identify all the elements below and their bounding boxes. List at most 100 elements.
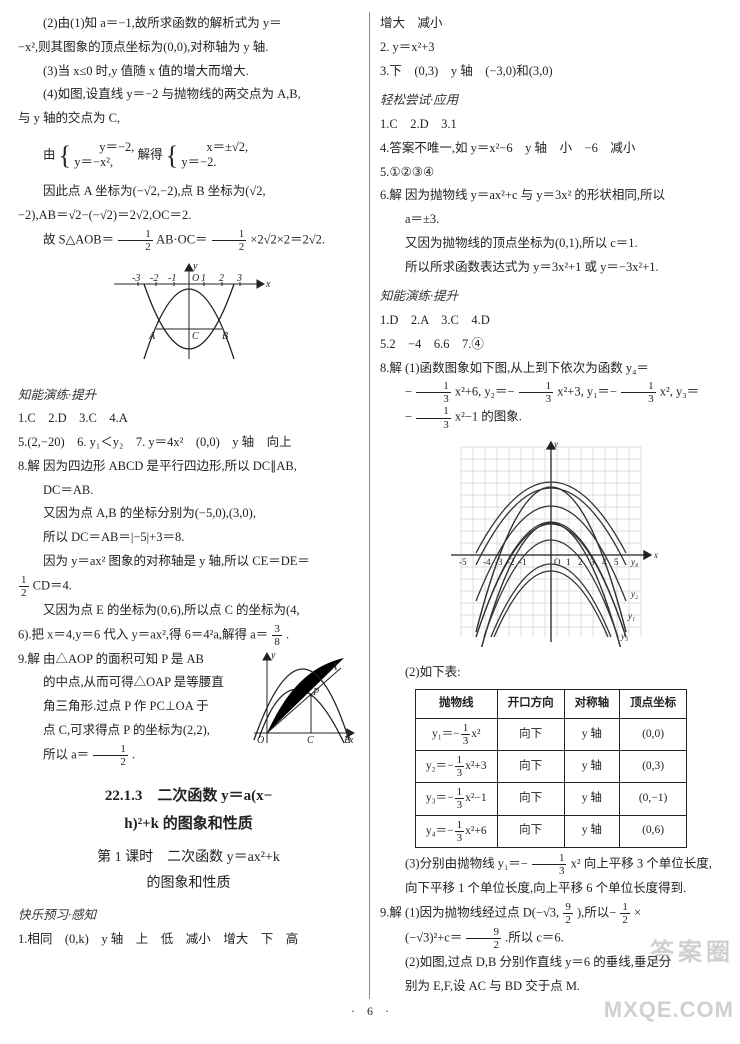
frac: 12: [620, 901, 630, 926]
svg-text:A: A: [330, 662, 338, 673]
svg-text:3: 3: [590, 557, 595, 567]
svg-text:5: 5: [614, 557, 619, 567]
txt: 6).把 x＝4,y＝6 代入 y＝ax²,得 6＝4²a,解得 a＝: [18, 627, 268, 641]
para-8d: 所以 DC＝AB＝|−5|+3＝8.: [18, 526, 359, 550]
answers-5-7: 5.(2,−20) 6. y₁＜y₂ 7. y＝4x² (0,0) y 轴 向上: [18, 431, 359, 455]
r7b: a＝±3.: [380, 208, 722, 232]
frac: 13: [519, 380, 554, 405]
td: (0,−1): [620, 783, 687, 815]
td: y 轴: [564, 783, 620, 815]
svg-text:C: C: [307, 735, 314, 746]
r4: 1.C 2.D 3.1: [380, 113, 722, 137]
section-heading: 知能演练·提升: [18, 384, 359, 408]
frac: 38: [272, 623, 282, 648]
problem-9: xy O AB PC 9.解 由△AOP 的面积可知 P 是 AB 的中点,从而…: [18, 648, 359, 768]
frac: 13: [416, 380, 451, 405]
td: 向下: [497, 783, 564, 815]
section-heading: 轻松尝试·应用: [380, 89, 722, 113]
td: y 轴: [564, 751, 620, 783]
txt: 所以 a＝: [43, 747, 89, 761]
svg-text:-1: -1: [168, 273, 176, 284]
r9: 5.2 −4 6.6 7.④: [380, 333, 722, 357]
para-4a: (4)如图,设直线 y＝−2 与抛物线的两交点为 A,B,: [18, 83, 359, 107]
svg-text:y: y: [553, 439, 558, 449]
para-4b: 与 y 轴的交点为 C,: [18, 107, 359, 131]
td: y 轴: [564, 718, 620, 750]
svg-text:3: 3: [236, 273, 242, 284]
td-expr: y₂＝−13x²+3: [415, 751, 497, 783]
r11b: 向下平移 1 个单位长度,向上平移 6 个单位长度得到.: [380, 877, 722, 901]
para-4d: 因此点 A 坐标为(−√2,−2),点 B 坐标为(√2,: [18, 180, 359, 204]
right-column: 增大 减小 2. y＝x²+3 3.下 (0,3) y 轴 (−3,0)和(3,…: [370, 12, 722, 999]
th: 顶点坐标: [620, 690, 687, 719]
para-8f: 12 CD＝4.: [18, 574, 359, 599]
r12d: 别为 E,F,设 AC 与 BD 交于点 M.: [380, 975, 722, 999]
txt: .: [286, 627, 289, 641]
r7a: 6.解 因为抛物线 y＝ax²+c 与 y＝3x² 的形状相同,所以: [380, 184, 722, 208]
eq: y＝−2.: [181, 155, 216, 169]
page-container: (2)由(1)知 a＝−1,故所求函数的解析式为 y＝ −x²,则其图象的顶点坐…: [0, 0, 740, 1029]
txt: 故 S△AOB＝: [43, 232, 114, 246]
eq: y＝−x²,: [74, 155, 113, 169]
watermark-text: 答案圈: [650, 932, 734, 967]
txt: 由: [43, 147, 56, 161]
para-8g: 又因为点 E 的坐标为(0,6),所以点 C 的坐标为(4,: [18, 599, 359, 623]
tail-text: 增大 减小: [380, 12, 722, 36]
svg-text:y₂: y₂: [630, 589, 638, 599]
graph1-svg: xy O -3-2-1 123 ABC: [104, 259, 274, 369]
table-row: y₃＝−13x²−1 向下 y 轴 (0,−1): [415, 783, 686, 815]
frac: 13: [532, 852, 567, 877]
td: 向下: [497, 815, 564, 847]
svg-text:A: A: [148, 331, 156, 342]
para-4e: −2),AB＝√2−(−√2)＝2√2,OC＝2.: [18, 204, 359, 228]
frac: 13: [621, 380, 656, 405]
preview-1: 1.相同 (0,k) y 轴 上 低 减小 增大 下 高: [18, 928, 359, 952]
answers-1-4: 1.C 2.D 3.C 4.A: [18, 407, 359, 431]
svg-text:-2: -2: [507, 557, 515, 567]
frac: 13: [416, 405, 451, 430]
para-8e: 因为 y＝ax² 图象的对称轴是 y 轴,所以 CE＝DE＝: [18, 550, 359, 574]
r10b: − 13 x²+6, y₂＝− 13 x²+3, y₁＝− 13 x², y₃＝: [380, 380, 722, 405]
frac: 12: [19, 574, 29, 599]
r2: 2. y＝x²+3: [380, 36, 722, 60]
th: 抛物线: [415, 690, 497, 719]
para-4c: 由 { y＝−2, y＝−x², 解得 { x＝±√2, y＝−2.: [18, 131, 359, 180]
r11a: (3)分别由抛物线 y₁＝− 13 x² 向上平移 3 个单位长度,: [380, 852, 722, 877]
svg-text:B: B: [344, 735, 350, 746]
frac: 12: [93, 743, 128, 768]
td: (0,3): [620, 751, 687, 783]
td: (0,6): [620, 815, 687, 847]
para-8c: 又因为点 A,B 的坐标分别为(−5,0),(3,0),: [18, 502, 359, 526]
para-2b: −x²,则其图象的顶点坐标为(0,0),对称轴为 y 轴.: [18, 36, 359, 60]
frac: 12: [118, 228, 153, 253]
eqs2: x＝±√2, y＝−2.: [181, 140, 248, 170]
r8: 1.D 2.A 3.C 4.D: [380, 309, 722, 333]
para-8b: DC＝AB.: [18, 479, 359, 503]
svg-text:-3: -3: [132, 273, 140, 284]
table-caption: (2)如下表:: [380, 661, 722, 685]
svg-text:y: y: [192, 261, 198, 272]
th: 对称轴: [564, 690, 620, 719]
table-row: y₁＝−13x² 向下 y 轴 (0,0): [415, 718, 686, 750]
svg-text:O: O: [257, 735, 264, 746]
txt: AB·OC＝: [156, 232, 207, 246]
r5: 4.答案不唯一,如 y＝x²−6 y 轴 小 −6 减小: [380, 137, 722, 161]
svg-text:-2: -2: [150, 273, 158, 284]
svg-text:y₁: y₁: [627, 611, 635, 621]
brace-icon: {: [166, 141, 178, 170]
td: (0,0): [620, 718, 687, 750]
svg-text:x: x: [653, 550, 658, 560]
para-8a: 8.解 因为四边形 ABCD 是平行四边形,所以 DC∥AB,: [18, 455, 359, 479]
table-row: 抛物线 开口方向 对称轴 顶点坐标: [415, 690, 686, 719]
td-expr: y₃＝−13x²−1: [415, 783, 497, 815]
svg-text:P: P: [312, 687, 319, 698]
table-row: y₂＝−13x²+3 向下 y 轴 (0,3): [415, 751, 686, 783]
td: y 轴: [564, 815, 620, 847]
txt: ×2√2×2＝2√2.: [250, 232, 325, 246]
graph-parabola-2: xy O AB PC: [249, 648, 359, 757]
svg-text:-4: -4: [483, 557, 491, 567]
r10c: − 13 x²−1 的图象.: [380, 405, 722, 430]
graph-parabola-1: xy O -3-2-1 123 ABC: [18, 259, 359, 378]
frac: 92: [563, 901, 573, 926]
brace-icon: {: [59, 141, 71, 170]
